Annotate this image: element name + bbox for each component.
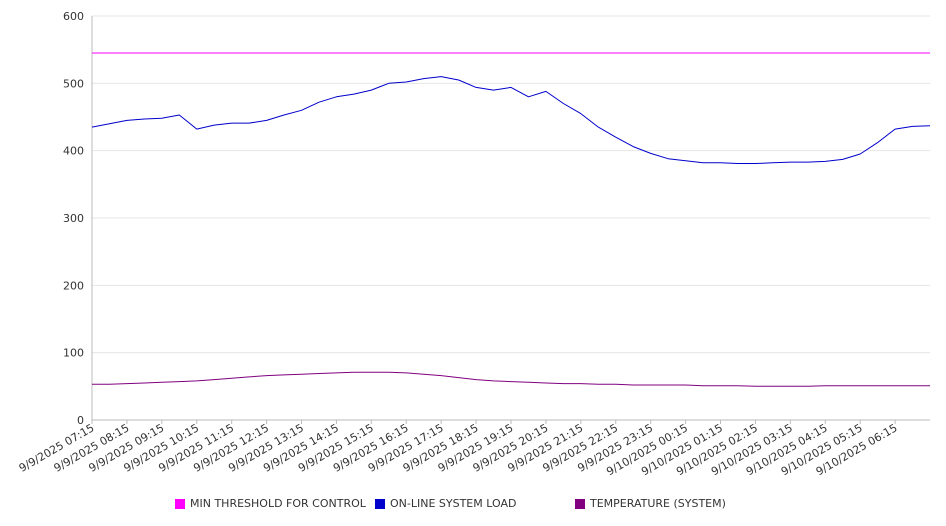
y-tick-label: 200 [63, 279, 84, 292]
grid-lines [92, 15, 930, 354]
series-lines [91, 52, 931, 387]
legend-item-system-load[interactable]: ON-LINE SYSTEM LOAD [375, 497, 516, 510]
legend-item-min-threshold[interactable]: MIN THRESHOLD FOR CONTROL [175, 497, 366, 510]
x-axis-ticks: 9/9/2025 07:159/9/2025 08:159/9/2025 09:… [17, 420, 900, 478]
y-axis-ticks: 0 100 200 300 400 500 600 [63, 10, 84, 427]
legend-swatch [175, 498, 185, 509]
legend-item-temperature[interactable]: TEMPERATURE (SYSTEM) [575, 497, 726, 510]
legend-label: TEMPERATURE (SYSTEM) [590, 497, 726, 510]
y-tick-label: 300 [63, 212, 84, 225]
y-tick-label: 400 [63, 145, 84, 158]
y-tick-label: 0 [77, 414, 84, 427]
legend-label: ON-LINE SYSTEM LOAD [390, 497, 517, 510]
legend-swatch [375, 498, 385, 509]
legend-swatch [575, 498, 585, 509]
system-load-line [91, 76, 931, 164]
y-tick-label: 600 [63, 10, 84, 23]
y-tick-label: 100 [63, 347, 84, 360]
chart-legend: MIN THRESHOLD FOR CONTROL ON-LINE SYSTEM… [0, 497, 946, 515]
y-tick-label: 500 [63, 77, 84, 90]
legend-label: MIN THRESHOLD FOR CONTROL [190, 497, 366, 510]
temperature-line [92, 371, 930, 387]
